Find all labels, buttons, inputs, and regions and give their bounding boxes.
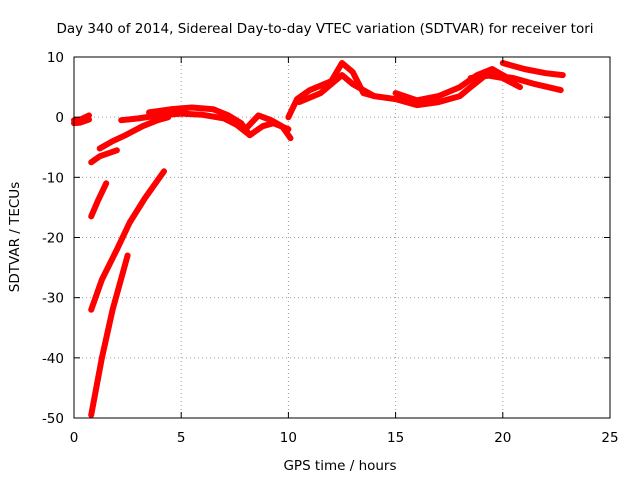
- series-line: [71, 116, 92, 127]
- x-tick-label: 0: [70, 430, 79, 446]
- y-tick-label: -40: [42, 351, 64, 367]
- y-tick-label: -30: [42, 291, 64, 307]
- chart-title: Day 340 of 2014, Sidereal Day-to-day VTE…: [56, 21, 593, 37]
- series-line: [467, 72, 564, 94]
- y-tick-label: -20: [42, 231, 64, 247]
- y-tick-label: 0: [55, 110, 64, 126]
- x-tick-label: 20: [494, 430, 511, 446]
- series-line: [96, 114, 172, 152]
- data-series: [71, 60, 566, 418]
- y-tick-label: -10: [42, 170, 64, 186]
- x-tick-label: 10: [280, 430, 297, 446]
- y-axis-label: SDTVAR / TECUs: [7, 182, 23, 292]
- x-tick-label: 25: [601, 430, 618, 446]
- series-line: [88, 180, 110, 220]
- series-line: [146, 104, 253, 139]
- x-tick-label: 5: [177, 430, 186, 446]
- series-line: [499, 60, 566, 79]
- x-axis-label: GPS time / hours: [283, 458, 396, 474]
- series-line: [88, 147, 120, 166]
- series-line: [88, 168, 167, 313]
- y-tick-label: 10: [47, 50, 64, 66]
- axis-ticks: 0 5 10 15 20 25 -50 -40 -30 -20 -10 0 10: [42, 50, 619, 446]
- series-line: [118, 110, 292, 139]
- x-tick-label: 15: [387, 430, 404, 446]
- y-tick-label: -50: [42, 411, 64, 427]
- series-line: [242, 112, 294, 142]
- series-line: [88, 252, 131, 418]
